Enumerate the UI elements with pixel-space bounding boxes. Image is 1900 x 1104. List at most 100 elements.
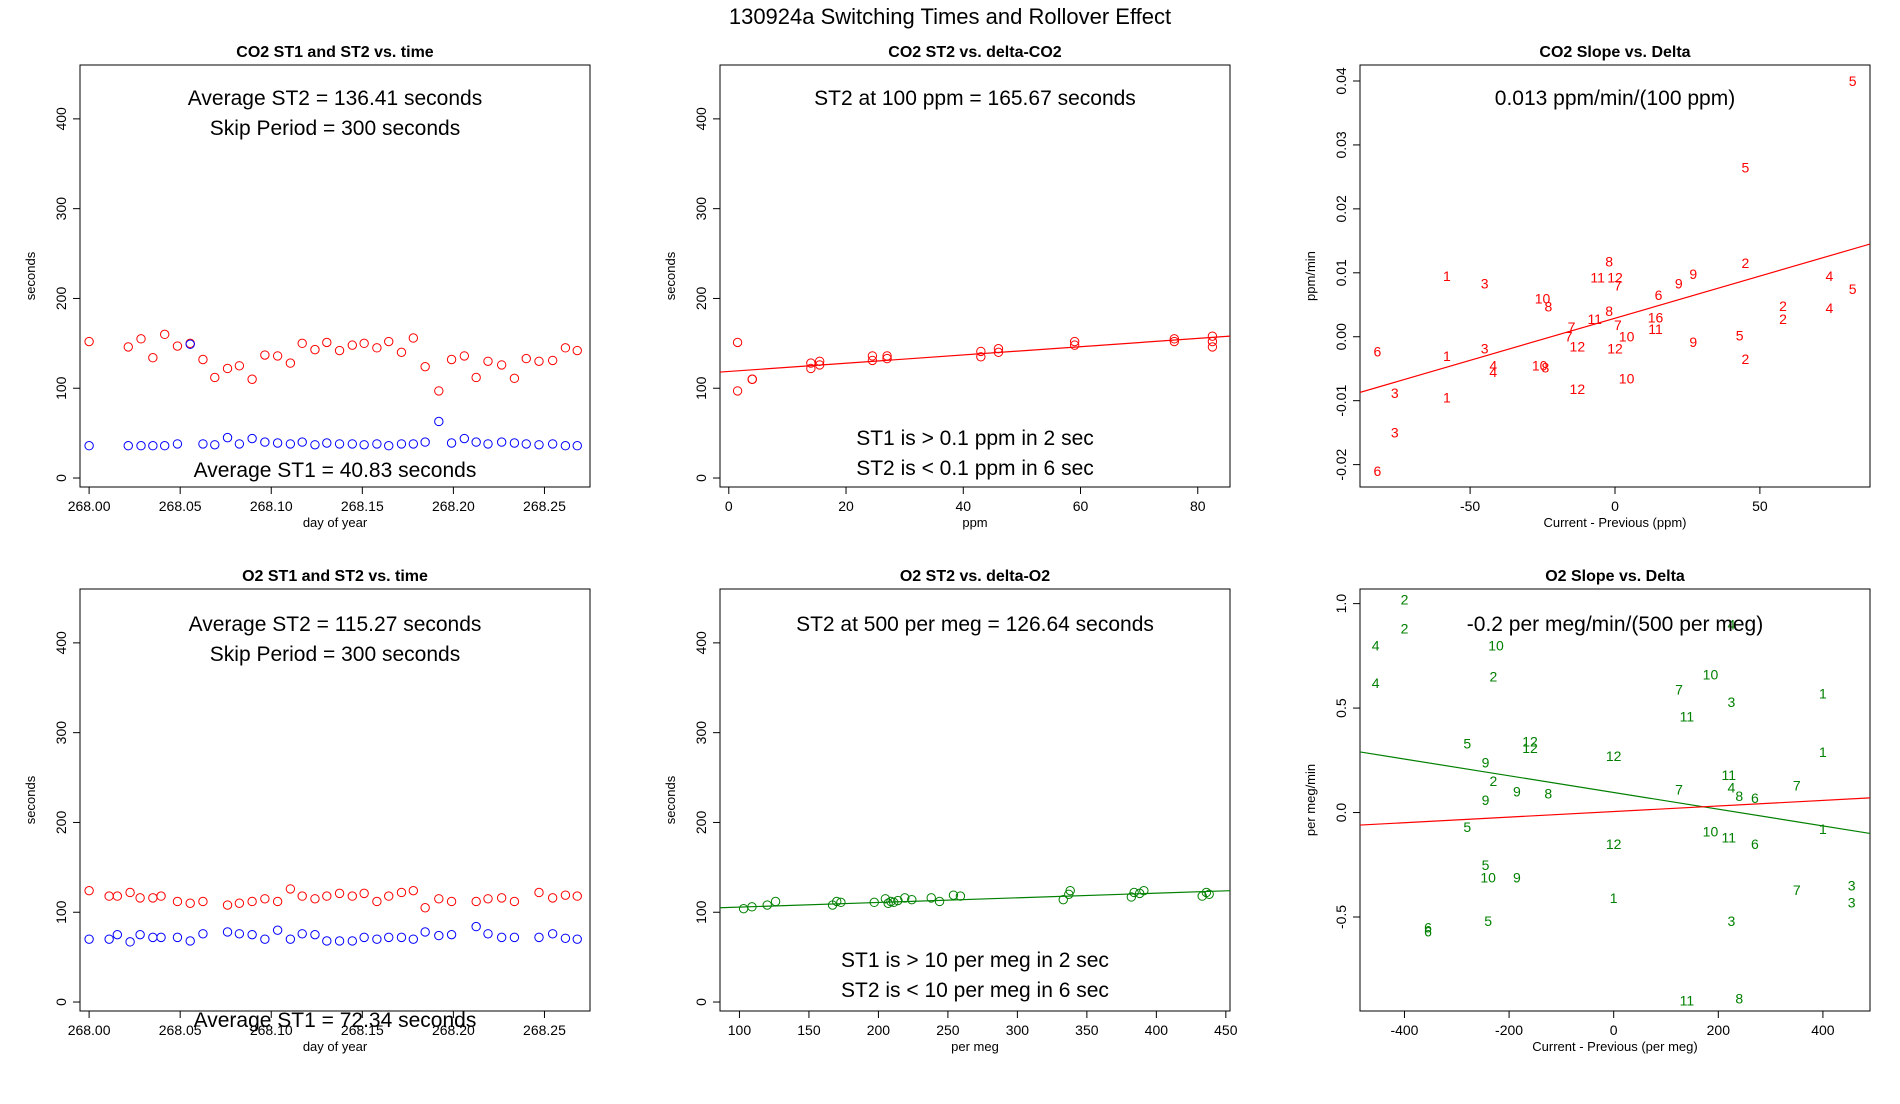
data-point-st2 (832, 896, 842, 907)
data-point-st1 (159, 440, 170, 451)
data-point-label: 8 (1542, 359, 1550, 375)
data-point-label: 12 (1522, 734, 1538, 750)
data-point-label: 2 (1401, 621, 1409, 637)
data-point-label: 5 (1484, 913, 1492, 929)
y-tick-label: 0 (693, 998, 709, 1006)
data-point-st1 (322, 438, 332, 448)
data-point-st2 (976, 352, 986, 362)
data-point-st2 (334, 888, 345, 899)
y-tick-label: 400 (693, 107, 709, 131)
data-point-st2 (297, 891, 307, 901)
data-point-label: 7 (1568, 319, 1576, 335)
data-point-st1 (135, 929, 145, 940)
data-point-st2 (104, 891, 114, 901)
y-tick-label: 300 (53, 197, 69, 221)
data-point-label: 9 (1675, 276, 1683, 292)
data-point-st2 (272, 896, 283, 907)
data-point-label: 7 (1675, 681, 1683, 697)
data-point-st2 (1201, 887, 1212, 898)
data-point-label: 11 (1587, 311, 1602, 327)
data-point-st2 (483, 894, 493, 904)
data-point-st1 (509, 438, 520, 448)
x-tick-label: 450 (1214, 1022, 1238, 1038)
data-point-st2 (1069, 340, 1080, 350)
data-point-st2 (359, 888, 369, 899)
data-point-st2 (814, 360, 825, 370)
data-point-st2 (738, 903, 749, 914)
x-axis-label: day of year (303, 1039, 368, 1054)
data-point-label: 2 (1741, 255, 1749, 271)
data-point-st2 (272, 351, 283, 361)
y-tick-label: 0.04 (1333, 67, 1349, 94)
data-point-label: 3 (1848, 878, 1856, 894)
data-point-label: 8 (1544, 299, 1552, 315)
chart-title: O2 ST2 vs. delta-O2 (900, 568, 1050, 585)
data-point-st1 (396, 932, 407, 943)
data-point-st1 (372, 439, 382, 449)
y-axis-label: per meg/min (1303, 764, 1318, 836)
data-point-label: 2 (1779, 311, 1787, 327)
data-point-label: 3 (1391, 425, 1399, 441)
data-point-st2 (347, 891, 358, 901)
data-point-st2 (1204, 889, 1214, 899)
data-point-label: 7 (1793, 777, 1801, 793)
data-point-st1 (210, 440, 220, 450)
data-point-st1 (247, 929, 257, 940)
data-point-st2 (732, 386, 743, 396)
data-point-st2 (334, 345, 345, 356)
data-point-st2 (993, 344, 1004, 354)
data-point-label: 6 (1424, 924, 1432, 940)
data-point-st1 (347, 936, 358, 946)
data-point-label: 6 (1751, 790, 1759, 806)
data-point-label: 8 (1544, 786, 1552, 802)
data-point-label: 5 (1849, 73, 1857, 89)
data-point-label: 6 (1655, 287, 1663, 303)
data-point-st2 (926, 893, 936, 903)
data-point-st2 (384, 336, 394, 347)
panel-co2-slope-delta: CO2 Slope vs. Delta -50 0 50 -0.02 -0.01 0.00 0… (1280, 40, 1900, 580)
chart-annotation: Skip Period = 300 seconds (210, 643, 460, 666)
data-point-st2 (471, 896, 481, 907)
plot-area (84, 884, 582, 947)
data-point-st1 (260, 437, 270, 447)
chart-svg: CO2 ST1 and ST2 vs. time 268.00 268.05 268.… (23, 44, 591, 530)
data-point-label: 10 (1619, 370, 1635, 386)
x-tick-label: 300 (1006, 1022, 1030, 1038)
data-point-st1 (359, 440, 369, 450)
y-tick-label: -0.02 (1333, 448, 1349, 480)
data-point-label: 4 (1372, 637, 1380, 653)
data-point-label: 5 (1736, 327, 1744, 343)
data-point-st1 (496, 437, 507, 447)
data-point-st2 (993, 347, 1004, 358)
chart-title: CO2 Slope vs. Delta (1539, 44, 1690, 61)
data-point-label: 2 (1489, 773, 1497, 789)
data-point-label: 7 (1793, 882, 1801, 898)
data-point-label: 3 (1848, 894, 1856, 910)
plot-frame (79, 588, 591, 1012)
data-point-label: 9 (1513, 869, 1521, 885)
data-point-label: 4 (1372, 675, 1380, 691)
data-point-st2 (136, 334, 146, 344)
data-point-st2 (112, 891, 123, 901)
fit-line (720, 335, 1230, 373)
y-tick-label: 0.0 (1333, 803, 1349, 823)
data-point-label: 12 (1522, 740, 1538, 756)
data-point-st2 (747, 902, 757, 912)
chart-annotation: Average ST2 = 115.27 seconds (189, 613, 482, 636)
panel-co2-st-time: CO2 ST1 and ST2 vs. time 268.00 268.05 268.… (0, 40, 620, 580)
x-axis-label: Current - Previous (ppm) (1543, 515, 1686, 530)
data-point-st1 (547, 439, 558, 449)
data-point-st1 (471, 921, 481, 932)
data-point-st2 (222, 900, 233, 910)
data-point-label: 12 (1607, 340, 1623, 356)
data-point-label: 2 (1741, 351, 1749, 367)
data-point-st2 (1207, 336, 1218, 347)
data-point-st2 (347, 340, 358, 350)
data-point-st1 (408, 934, 419, 944)
data-point-st2 (310, 344, 320, 355)
data-point-label: 8 (1735, 788, 1743, 804)
data-point-st2 (446, 354, 457, 365)
x-tick-label: 268.15 (341, 498, 384, 514)
data-point-st2 (125, 887, 135, 898)
data-point-st1 (547, 929, 558, 939)
